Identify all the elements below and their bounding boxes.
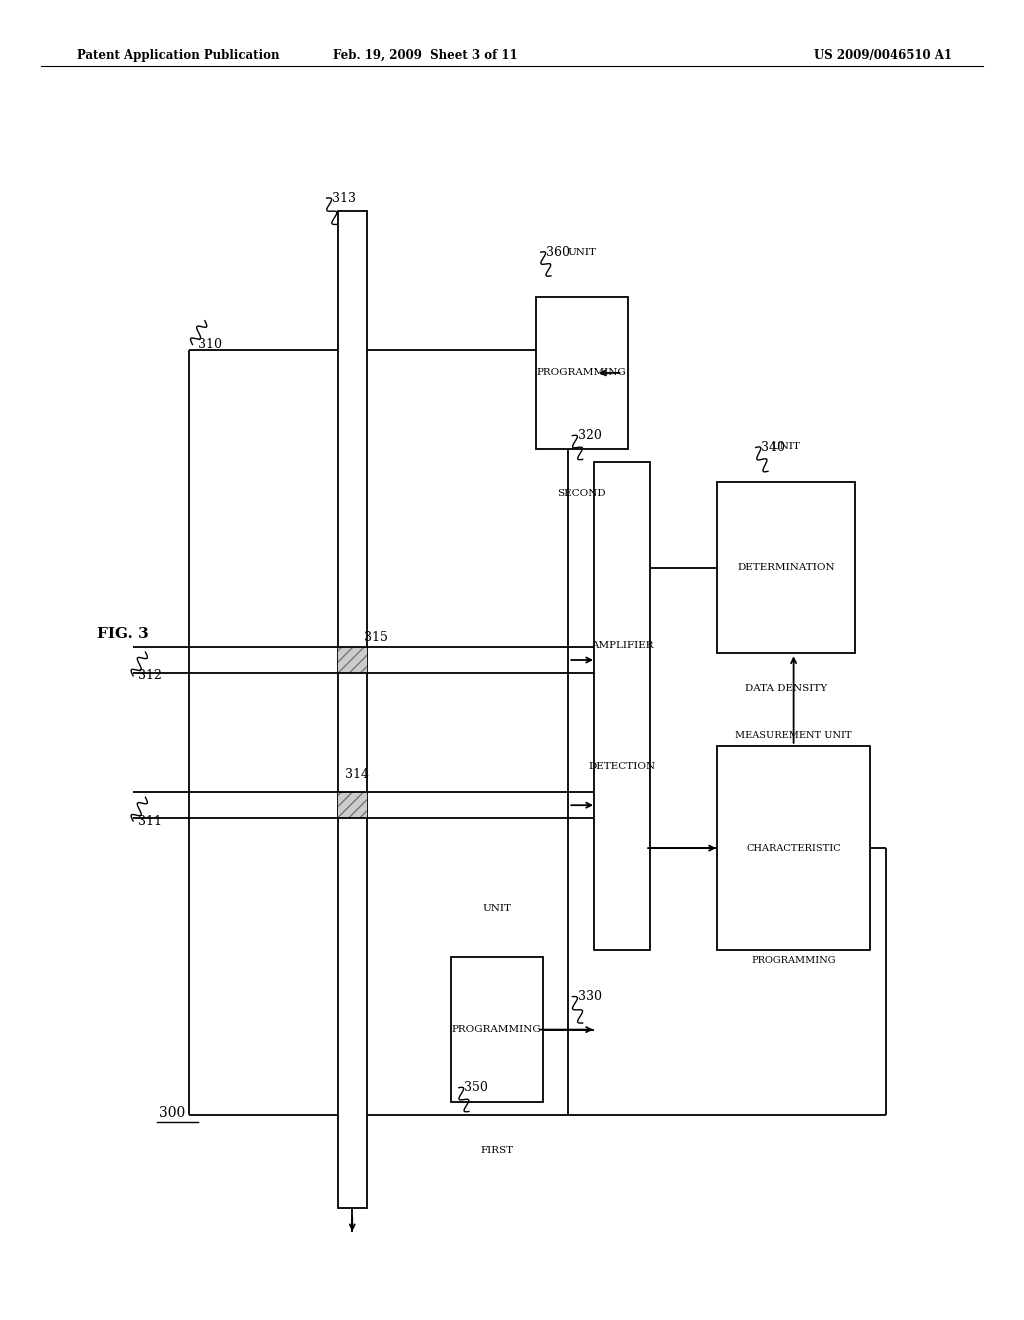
Text: Patent Application Publication: Patent Application Publication bbox=[77, 49, 280, 62]
Text: 350: 350 bbox=[464, 1081, 487, 1094]
Bar bbox=[594, 462, 650, 950]
Bar bbox=[451, 957, 543, 1102]
Text: DATA DENSITY: DATA DENSITY bbox=[744, 684, 827, 693]
Text: 313: 313 bbox=[332, 191, 355, 205]
Text: UNIT: UNIT bbox=[482, 904, 511, 913]
Text: AMPLIFIER: AMPLIFIER bbox=[591, 642, 653, 651]
Bar bbox=[338, 211, 367, 1208]
Text: 340: 340 bbox=[761, 441, 784, 454]
Text: 310: 310 bbox=[198, 338, 221, 351]
Bar bbox=[338, 647, 367, 673]
Text: PROGRAMMING: PROGRAMMING bbox=[752, 956, 836, 965]
Text: PROGRAMMING: PROGRAMMING bbox=[452, 1026, 542, 1034]
Text: MEASUREMENT UNIT: MEASUREMENT UNIT bbox=[735, 731, 852, 741]
Text: 360: 360 bbox=[546, 246, 569, 259]
Text: 330: 330 bbox=[578, 990, 601, 1003]
Text: UNIT: UNIT bbox=[567, 248, 596, 256]
Text: DETERMINATION: DETERMINATION bbox=[737, 564, 835, 572]
Text: CHARACTERISTIC: CHARACTERISTIC bbox=[746, 843, 841, 853]
Text: FIG. 3: FIG. 3 bbox=[97, 627, 150, 640]
Text: 320: 320 bbox=[578, 429, 601, 442]
Text: FIRST: FIRST bbox=[480, 1146, 513, 1155]
Text: PROGRAMMING: PROGRAMMING bbox=[537, 368, 627, 378]
Text: UNIT: UNIT bbox=[771, 442, 801, 451]
Text: 311: 311 bbox=[138, 814, 162, 828]
Bar bbox=[717, 746, 870, 950]
Text: DETECTION: DETECTION bbox=[589, 762, 655, 771]
Text: Feb. 19, 2009  Sheet 3 of 11: Feb. 19, 2009 Sheet 3 of 11 bbox=[333, 49, 517, 62]
Text: US 2009/0046510 A1: US 2009/0046510 A1 bbox=[814, 49, 952, 62]
Text: SECOND: SECOND bbox=[557, 490, 606, 498]
Text: 315: 315 bbox=[364, 631, 387, 644]
Bar bbox=[338, 792, 367, 818]
Text: 312: 312 bbox=[138, 669, 162, 682]
Text: 300: 300 bbox=[159, 1106, 185, 1119]
Bar bbox=[536, 297, 628, 449]
Text: 314: 314 bbox=[345, 768, 369, 781]
Bar bbox=[717, 482, 855, 653]
